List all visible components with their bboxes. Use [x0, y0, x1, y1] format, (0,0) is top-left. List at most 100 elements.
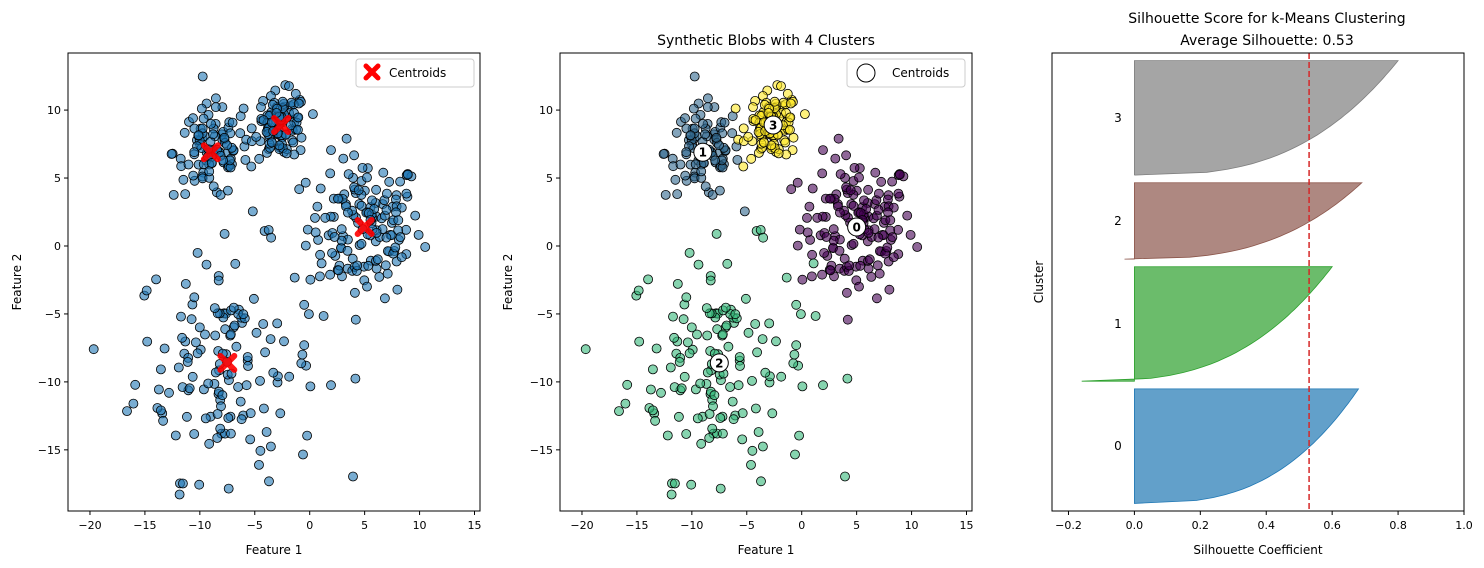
data-point [854, 172, 864, 183]
x-tick-label: −20 [570, 519, 593, 532]
data-point [834, 245, 845, 256]
data-point [349, 150, 360, 161]
data-point [382, 268, 393, 279]
data-point [874, 188, 884, 199]
data-point [219, 228, 230, 239]
data-point [785, 124, 795, 135]
data-point [732, 154, 743, 165]
y-tick-label: −10 [38, 376, 61, 389]
data-point [704, 409, 715, 419]
data-point [634, 336, 645, 347]
data-point [747, 445, 758, 456]
data-point [228, 302, 239, 313]
data-point [719, 117, 730, 128]
data-point [709, 390, 720, 401]
data-point [658, 149, 669, 159]
data-point [277, 96, 288, 107]
data-point [176, 311, 186, 322]
data-point [357, 162, 368, 173]
data-point [707, 423, 718, 434]
y-tick-label: 5 [54, 172, 61, 185]
data-point [272, 318, 283, 329]
data-point [223, 483, 234, 494]
data-point [316, 258, 327, 269]
data-point [88, 344, 99, 355]
data-point [818, 380, 828, 391]
scatter-points [580, 71, 923, 500]
data-point [128, 398, 139, 409]
data-point [738, 123, 749, 134]
data-point [681, 292, 692, 303]
data-point [402, 169, 413, 180]
data-point [281, 148, 292, 159]
data-point [887, 176, 897, 187]
data-point [835, 207, 845, 218]
plot-frame [559, 52, 973, 512]
data-point [215, 189, 226, 200]
data-point [170, 430, 181, 441]
data-point [711, 132, 722, 143]
data-point [245, 408, 256, 419]
data-point [255, 375, 265, 386]
silhouette-areas [1081, 60, 1399, 504]
data-point [327, 248, 338, 258]
data-point [698, 119, 708, 129]
centroid-x-marker [271, 115, 292, 136]
data-point [255, 445, 266, 456]
x-ticks: −20 −15 −10 −5 0 5 10 15 [570, 511, 974, 532]
y-tick-label: 5 [546, 172, 553, 185]
data-point [842, 287, 852, 298]
data-point [884, 284, 895, 295]
data-point [752, 347, 762, 358]
data-point [248, 293, 259, 304]
data-point [247, 206, 258, 217]
data-point [759, 137, 769, 148]
data-point [696, 166, 707, 177]
data-point [352, 260, 363, 271]
data-point [203, 378, 214, 389]
data-point [681, 429, 692, 439]
legend: Centroids [846, 58, 966, 88]
centroid-label: 2 [715, 356, 723, 370]
data-point [294, 184, 305, 195]
data-point [751, 403, 761, 414]
data-point [381, 204, 392, 215]
centroid-label: 3 [769, 119, 777, 133]
data-point [764, 318, 775, 329]
data-point [802, 212, 812, 223]
data-point [179, 127, 190, 138]
centroid-x-marker [354, 216, 375, 237]
y-tick-label: 0 [546, 240, 553, 253]
data-point [350, 373, 361, 384]
data-point [797, 381, 808, 392]
data-point [177, 332, 188, 343]
data-point [705, 275, 716, 286]
data-point [189, 147, 200, 158]
data-point [702, 330, 713, 341]
data-point [648, 364, 658, 375]
data-point [848, 238, 859, 249]
data-point [413, 229, 424, 240]
data-point [222, 185, 233, 196]
data-point [723, 341, 734, 352]
data-point [188, 113, 198, 124]
data-point [235, 128, 246, 139]
x-axis-label: Feature 1 [738, 543, 795, 557]
data-point [192, 247, 203, 258]
data-point [828, 224, 839, 235]
data-point [393, 215, 404, 226]
data-point [845, 185, 856, 196]
plot-frame [67, 52, 481, 512]
data-point [672, 278, 683, 289]
x-tick-label: −15 [133, 519, 156, 532]
data-point [231, 341, 242, 352]
data-point [893, 188, 904, 199]
x-tick-label: 15 [468, 519, 482, 532]
data-point [746, 153, 757, 164]
data-point [395, 232, 406, 243]
data-point [702, 102, 713, 112]
data-point [178, 174, 189, 185]
data-point [785, 112, 796, 123]
data-point [284, 371, 295, 382]
data-point [648, 405, 658, 416]
